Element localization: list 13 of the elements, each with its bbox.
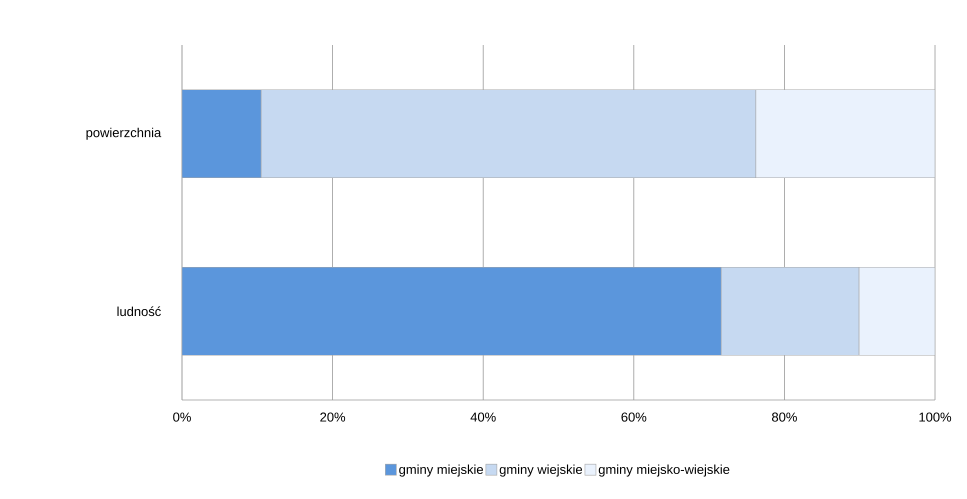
x-tick-label: 0%: [173, 412, 191, 422]
y-tick-label: powierzchnia: [86, 128, 162, 140]
legend-label: gminy wiejskie: [500, 464, 582, 477]
y-tick-label: ludność: [117, 306, 161, 316]
x-tick-label: 40%: [470, 412, 496, 422]
x-tick-label: 100%: [919, 412, 952, 422]
bar: [182, 266, 722, 356]
x-tick-label: 60%: [622, 412, 646, 422]
bar: [182, 89, 262, 178]
x-tick-label: 20%: [320, 412, 346, 422]
legend-label: gminy miejskie: [399, 464, 483, 477]
legend-label: gminy miejsko-wiejskie: [598, 464, 730, 477]
x-tick-label: 80%: [772, 412, 797, 422]
